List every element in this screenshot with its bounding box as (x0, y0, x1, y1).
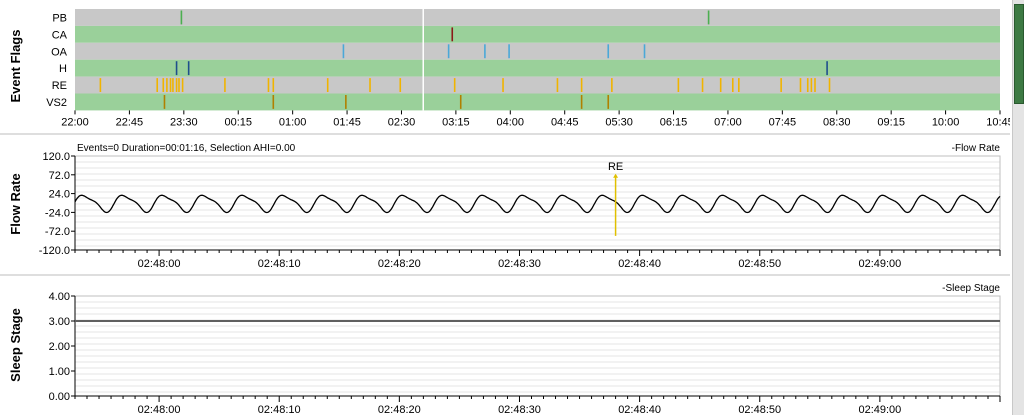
y-tick-label-1: 72.0 (49, 170, 70, 182)
x-tick-label-1: 02:48:10 (258, 258, 301, 270)
y-tick-label-2: 24.0 (49, 189, 70, 201)
x-tick-label-1: 02:48:10 (258, 404, 301, 415)
event-row-oa (75, 42, 1000, 60)
flow-rate-line (74, 194, 1001, 214)
y-tick-label-4: 0.00 (49, 391, 70, 403)
y-tick-label-0: 120.0 (42, 151, 70, 163)
event-x-tick-label-5: 01:45 (333, 116, 361, 128)
event-row-vs2 (75, 93, 1000, 111)
y-tick-label-3: -24.0 (45, 207, 70, 219)
sleep-stage-legend: -Sleep Stage (942, 283, 1000, 294)
event-x-tick-label-3: 00:15 (224, 116, 252, 128)
event-x-tick-label-0: 22:00 (61, 116, 89, 128)
event-marks (99, 10, 831, 109)
event-rows: PB CA OA H RE VS2 (46, 9, 1000, 111)
x-tick-label-4: 02:48:40 (618, 404, 661, 415)
scrollbar-thumb[interactable] (1014, 4, 1024, 104)
event-row-ca (75, 25, 1000, 43)
event-x-tick-label-2: 23:30 (170, 116, 198, 128)
event-x-tick-label-14: 08:30 (823, 116, 851, 128)
event-x-tick-label-9: 04:45 (551, 116, 579, 128)
event-row-h (75, 59, 1000, 77)
event-x-tick-label-7: 03:15 (442, 116, 470, 128)
event-row-re (75, 76, 1000, 94)
x-tick-label-3: 02:48:30 (498, 258, 541, 270)
event-time-axis: 22:00 22:45 23:30 00:15 01:00 01:45 02:30 03:15… (61, 110, 1010, 128)
event-x-tick-label-12: 07:00 (714, 116, 742, 128)
flow-rate-annotation: RE (608, 161, 623, 236)
event-x-tick-label-6: 02:30 (388, 116, 416, 128)
plot-frame (74, 295, 1001, 397)
event-x-tick-label-1: 22:45 (116, 116, 144, 128)
event-row-label-re: RE (52, 80, 67, 92)
flow-rate-legend: -Flow Rate (952, 143, 1001, 154)
x-tick-label-4: 02:48:40 (618, 258, 661, 270)
x-tick-label-6: 02:49:00 (858, 404, 901, 415)
sleep-stage-x-axis: 02:48:00 02:48:10 02:48:20 02:48:30 02:48:40… (74, 396, 1001, 415)
event-row-label-h: H (59, 63, 67, 75)
x-tick-label-6: 02:49:00 (858, 258, 901, 270)
sleep-stage-grid (74, 295, 1001, 397)
x-tick-label-2: 02:48:20 (378, 258, 421, 270)
flow-rate-info: Events=0 Duration=00:01:16, Selection AH… (77, 143, 296, 154)
event-flags-label: Event Flags (8, 30, 23, 103)
vertical-scrollbar[interactable] (1012, 0, 1024, 415)
y-tick-label-1: 3.00 (49, 316, 70, 328)
sleep-stage-label: Sleep Stage (8, 308, 23, 382)
flow-rate-label: Flow Rate (8, 173, 23, 234)
y-tick-label-2: 2.00 (49, 341, 70, 353)
event-row-label-pb: PB (52, 12, 67, 24)
event-x-tick-label-4: 01:00 (279, 116, 307, 128)
flow-rate-grid (74, 155, 1001, 251)
y-tick-label-3: 1.00 (49, 366, 70, 378)
flow-rate-x-axis: 02:48:00 02:48:10 02:48:20 02:48:30 02:48:40… (74, 250, 1001, 270)
flow-rate-y-axis: 120.0 72.0 24.0 -24.0 -72.0 -120.0 (39, 151, 75, 257)
x-tick-label-0: 02:48:00 (138, 404, 181, 415)
event-x-tick-label-10: 05:30 (605, 116, 633, 128)
re-annotation-arrow (613, 173, 619, 178)
re-annotation-label: RE (608, 161, 623, 173)
y-tick-label-5: -120.0 (39, 245, 70, 257)
x-tick-label-0: 02:48:00 (138, 258, 181, 270)
y-tick-label-0: 4.00 (49, 291, 70, 303)
event-row-label-ca: CA (52, 29, 68, 41)
x-tick-label-2: 02:48:20 (378, 404, 421, 415)
event-x-tick-label-16: 10:00 (932, 116, 960, 128)
event-x-tick-label-8: 04:00 (497, 116, 525, 128)
sleep-stage-y-axis: 4.00 3.00 2.00 1.00 0.00 (49, 291, 75, 403)
event-row-label-vs2: VS2 (46, 97, 67, 109)
x-tick-label-5: 02:48:50 (738, 404, 781, 415)
event-x-tick-label-11: 06:15 (660, 116, 688, 128)
sleep-stage-panel: Sleep Stage -Sleep Stage 4.00 3.00 2.00 1.0… (8, 283, 1001, 415)
event-x-tick-label-17: 10:45 (986, 116, 1010, 128)
y-tick-label-4: -72.0 (45, 226, 70, 238)
event-flags-panel: Event Flags PB CA OA H RE VS2 22:00 22:45 23:30… (0, 0, 1010, 130)
event-x-tick-label-15: 09:15 (877, 116, 905, 128)
x-tick-label-5: 02:48:50 (738, 258, 781, 270)
event-row-pb (75, 9, 1000, 26)
event-x-tick-label-13: 07:45 (769, 116, 797, 128)
x-tick-label-3: 02:48:30 (498, 404, 541, 415)
event-row-label-oa: OA (51, 46, 68, 58)
flow-rate-panel: Flow Rate Events=0 Duration=00:01:16, Se… (8, 143, 1001, 270)
